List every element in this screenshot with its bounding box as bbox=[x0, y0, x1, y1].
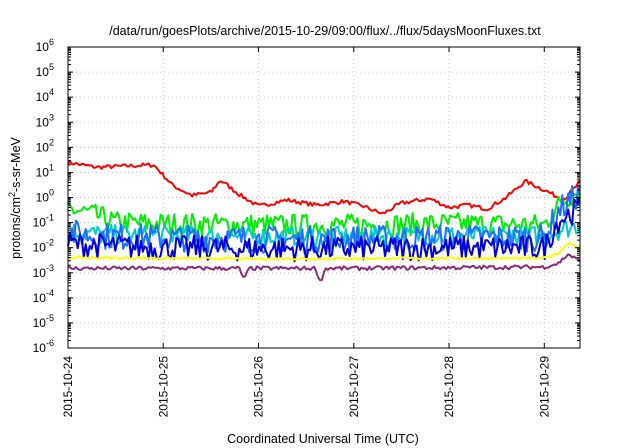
series-line-5 bbox=[67, 196, 581, 263]
y-tick-label: 106 bbox=[36, 37, 54, 54]
series-line-6 bbox=[67, 242, 580, 261]
chart-title: /data/run/goesPlots/archive/2015-10-29/0… bbox=[109, 24, 541, 38]
y-tick-label: 102 bbox=[36, 137, 54, 154]
y-tick-label: 103 bbox=[36, 112, 54, 129]
y-axis-label: protons/cm2-s-sr-MeV bbox=[7, 136, 23, 258]
y-tick-label: 10-1 bbox=[33, 213, 54, 230]
series-line-1 bbox=[67, 160, 581, 215]
data-series bbox=[67, 160, 581, 282]
x-axis-label: Coordinated Universal Time (UTC) bbox=[227, 432, 419, 446]
x-tick-label: 2015-10-28 bbox=[442, 356, 456, 418]
x-tick-label: 2015-10-29 bbox=[537, 356, 551, 418]
grid-lines bbox=[68, 47, 580, 348]
y-tick-label: 105 bbox=[36, 62, 54, 79]
y-tick-label: 10-5 bbox=[33, 313, 54, 330]
x-tick-label: 2015-10-27 bbox=[347, 356, 361, 418]
x-tick-label: 2015-10-25 bbox=[156, 356, 170, 418]
series-line-2 bbox=[67, 185, 581, 237]
y-axis-ticks: 10-6 10-5 10-4 10-3 10-2 10-1 100 101 102 103 104 1… bbox=[33, 37, 580, 355]
y-tick-label: 10-3 bbox=[33, 263, 54, 280]
y-tick-label: 10-4 bbox=[33, 288, 54, 305]
y-tick-label: 101 bbox=[36, 162, 54, 179]
y-tick-label: 10-2 bbox=[33, 238, 54, 255]
y-tick-label: 100 bbox=[36, 188, 54, 205]
x-tick-label: 2015-10-24 bbox=[61, 356, 75, 418]
x-tick-label: 2015-10-26 bbox=[252, 356, 266, 418]
series-line-4 bbox=[67, 184, 581, 254]
x-axis-ticks: 2015-10-24 2015-10-25 2015-10-26 2015-10-27… bbox=[61, 47, 551, 417]
y-tick-label: 10-6 bbox=[33, 338, 54, 355]
series-line-7 bbox=[68, 253, 581, 282]
y-tick-label: 104 bbox=[36, 87, 54, 104]
